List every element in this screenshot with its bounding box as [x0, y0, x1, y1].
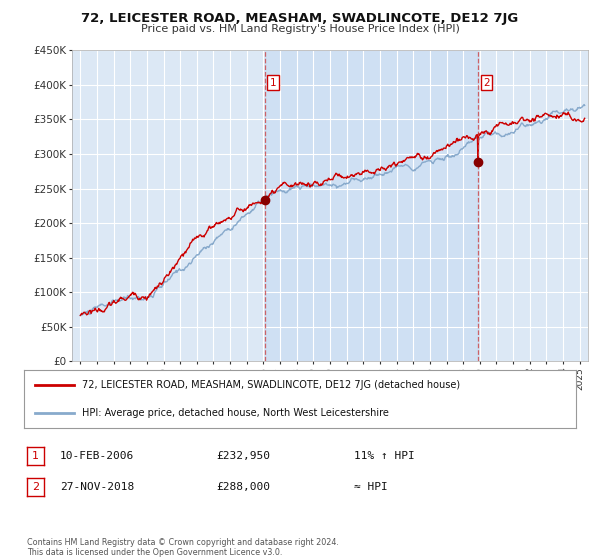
Text: ≈ HPI: ≈ HPI	[354, 482, 388, 492]
Bar	[265, 50, 478, 361]
Text: 1: 1	[32, 451, 39, 461]
Text: Price paid vs. HM Land Registry's House Price Index (HPI): Price paid vs. HM Land Registry's House …	[140, 24, 460, 34]
Text: 11% ↑ HPI: 11% ↑ HPI	[354, 451, 415, 461]
Text: 1: 1	[270, 78, 277, 88]
Text: 2: 2	[483, 78, 490, 88]
Text: 10-FEB-2006: 10-FEB-2006	[60, 451, 134, 461]
Text: 72, LEICESTER ROAD, MEASHAM, SWADLINCOTE, DE12 7JG: 72, LEICESTER ROAD, MEASHAM, SWADLINCOTE…	[82, 12, 518, 25]
Text: 2: 2	[32, 482, 39, 492]
Text: 27-NOV-2018: 27-NOV-2018	[60, 482, 134, 492]
Text: £288,000: £288,000	[216, 482, 270, 492]
Text: £232,950: £232,950	[216, 451, 270, 461]
Text: 72, LEICESTER ROAD, MEASHAM, SWADLINCOTE, DE12 7JG (detached house): 72, LEICESTER ROAD, MEASHAM, SWADLINCOTE…	[82, 380, 460, 390]
Text: Contains HM Land Registry data © Crown copyright and database right 2024.
This d: Contains HM Land Registry data © Crown c…	[27, 538, 339, 557]
Text: HPI: Average price, detached house, North West Leicestershire: HPI: Average price, detached house, Nort…	[82, 408, 389, 418]
